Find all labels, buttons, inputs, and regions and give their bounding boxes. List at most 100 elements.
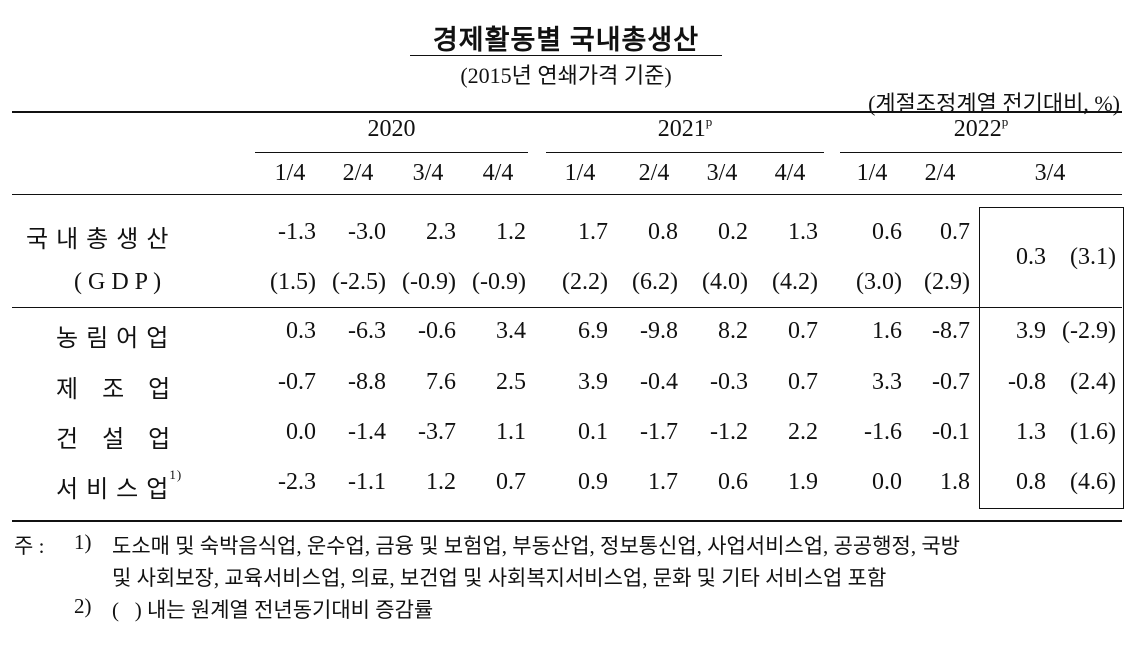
table-bottom-rule	[12, 520, 1122, 522]
title-underline	[410, 55, 722, 56]
row-label-manufacturing: 제 조 업	[56, 377, 171, 403]
gdp-yoy-value: (2.9)	[924, 269, 970, 295]
table-cell: 0.0	[872, 469, 902, 495]
table-cell: -0.1	[932, 419, 970, 445]
gdp-yoy-value: (4.0)	[702, 269, 748, 295]
year-2020-rule	[255, 152, 528, 153]
quarter-header: 1/4	[564, 160, 596, 186]
table-cell: 1.6	[872, 318, 902, 344]
quarter-header: 2/4	[638, 160, 670, 186]
table-cell: -0.7	[278, 369, 316, 395]
latest-yoy: (2.4)	[1070, 369, 1116, 395]
note2-number: 2)	[74, 594, 92, 618]
gdp-value: 1.3	[788, 219, 818, 245]
year-header-2020: 2020	[367, 116, 416, 142]
table-cell: -9.8	[640, 318, 678, 344]
unit-note: (계절조정계열 전기대비, %)	[868, 91, 1120, 116]
table-cell: 1.1	[496, 419, 526, 445]
gdp-bottom-rule	[12, 307, 1122, 308]
gdp-latest-value: 0.3	[1016, 244, 1046, 270]
gdp-value: 0.8	[648, 219, 678, 245]
table-cell: 0.0	[286, 419, 316, 445]
table-cell: 1.2	[426, 469, 456, 495]
table-cell: 1.7	[648, 469, 678, 495]
gdp-yoy-value: (3.0)	[856, 269, 902, 295]
table-cell: 0.7	[788, 318, 818, 344]
table-cell: 8.2	[718, 318, 748, 344]
gdp-value: 0.6	[872, 219, 902, 245]
gdp-value: 1.7	[578, 219, 608, 245]
gdp-yoy-value: (-2.5)	[332, 269, 386, 295]
page-subtitle: (2015년 연쇄가격 기준)	[460, 63, 672, 88]
latest-value: 0.8	[1016, 469, 1046, 495]
latest-value: -0.8	[1008, 369, 1046, 395]
table-cell: -3.7	[418, 419, 456, 445]
table-cell: -1.6	[864, 419, 902, 445]
table-cell: 0.1	[578, 419, 608, 445]
quarter-header: 2/4	[342, 160, 374, 186]
table-cell: -1.2	[710, 419, 748, 445]
gdp-yoy-value: (4.2)	[772, 269, 818, 295]
table-cell: -0.4	[640, 369, 678, 395]
year-header-2022: 2022p	[953, 114, 1009, 142]
table-cell: 0.9	[578, 469, 608, 495]
table-cell: 0.7	[496, 469, 526, 495]
table-cell: 3.9	[578, 369, 608, 395]
quarter-header: 1/4	[856, 160, 888, 186]
note1-text: 도소매 및 숙박음식업, 운수업, 금융 및 보험업, 부동산업, 정보통신업,…	[112, 534, 960, 558]
row-label-agriculture: 농 림 어 업	[56, 326, 170, 352]
table-cell: -6.3	[348, 318, 386, 344]
latest-yoy: (-2.9)	[1062, 318, 1116, 344]
quarter-header: 3/4	[1034, 160, 1066, 186]
gdp-value: -3.0	[348, 219, 386, 245]
table-cell: -8.7	[932, 318, 970, 344]
table-cell: -8.8	[348, 369, 386, 395]
table-cell: 3.3	[872, 369, 902, 395]
table-cell: 2.5	[496, 369, 526, 395]
note1-text-continued: 및 사회보장, 교육서비스업, 의료, 보건업 및 사회복지서비스업, 문화 및…	[112, 566, 887, 590]
latest-value: 3.9	[1016, 318, 1046, 344]
gdp-value: -1.3	[278, 219, 316, 245]
quarter-header: 3/4	[412, 160, 444, 186]
quarter-header: 4/4	[482, 160, 514, 186]
table-cell: 6.9	[578, 318, 608, 344]
table-cell: 7.6	[426, 369, 456, 395]
gdp-latest-yoy: (3.1)	[1070, 244, 1116, 270]
table-cell: -1.4	[348, 419, 386, 445]
gdp-label: 국 내 총 생 산	[26, 227, 170, 253]
latest-yoy: (1.6)	[1070, 419, 1116, 445]
header-bottom-rule	[12, 194, 1122, 195]
table-cell: -1.7	[640, 419, 678, 445]
row-label-services: 서 비 스 업1)	[56, 467, 183, 503]
quarter-header: 4/4	[774, 160, 806, 186]
year-header-2021: 2021p	[657, 114, 713, 142]
row-label-construction: 건 설 업	[56, 427, 171, 453]
table-cell: -0.3	[710, 369, 748, 395]
year-2021-rule	[546, 152, 824, 153]
page-title: 경제활동별 국내총생산	[432, 25, 700, 55]
gdp-label-abbr: ( G D P )	[74, 269, 162, 295]
latest-value: 1.3	[1016, 419, 1046, 445]
footnote-marker: 1)	[169, 467, 183, 482]
gdp-yoy-value: (-0.9)	[402, 269, 456, 295]
latest-quarter-box	[979, 207, 1124, 509]
gdp-value: 0.2	[718, 219, 748, 245]
quarter-header: 2/4	[924, 160, 956, 186]
table-cell: 1.8	[940, 469, 970, 495]
table-cell: 0.6	[718, 469, 748, 495]
table-cell: 0.7	[788, 369, 818, 395]
notes-prefix: 주 :	[14, 534, 45, 558]
table-cell: 2.2	[788, 419, 818, 445]
table-cell: 1.9	[788, 469, 818, 495]
year-2022-rule	[840, 152, 1122, 153]
note1-number: 1)	[74, 530, 92, 554]
gdp-yoy-value: (-0.9)	[472, 269, 526, 295]
gdp-value: 2.3	[426, 219, 456, 245]
table-cell: -0.6	[418, 318, 456, 344]
table-top-rule	[12, 111, 1122, 113]
gdp-value: 0.7	[940, 219, 970, 245]
table-cell: 0.3	[286, 318, 316, 344]
latest-yoy: (4.6)	[1070, 469, 1116, 495]
table-cell: -0.7	[932, 369, 970, 395]
gdp-yoy-value: (2.2)	[562, 269, 608, 295]
